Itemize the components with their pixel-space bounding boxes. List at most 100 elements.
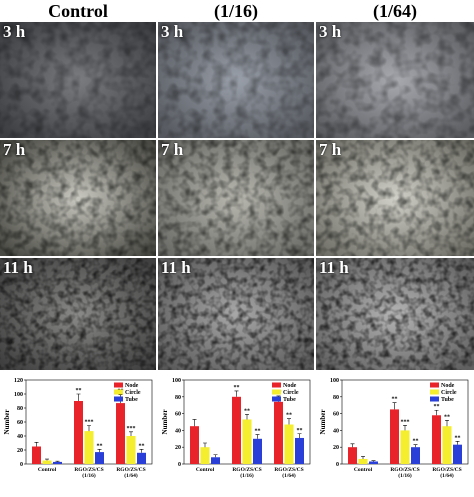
error-bar: [139, 449, 144, 453]
bar: [284, 424, 294, 464]
legend-swatch: [114, 396, 123, 402]
legend-label: Tube: [125, 397, 138, 403]
row-label: 3 h: [3, 22, 26, 41]
y-axis-label: Number: [319, 410, 327, 435]
error-bar: [192, 419, 197, 427]
legend-swatch: [430, 396, 439, 402]
y-tick-label: 100: [172, 378, 181, 384]
error-bar: [45, 458, 49, 461]
micrograph: [0, 22, 156, 138]
bar: [42, 460, 52, 464]
legend-label: Node: [283, 383, 297, 389]
texture: [0, 258, 156, 370]
texture: [158, 22, 314, 138]
y-tick-label: 20: [175, 445, 181, 451]
error-bar: [97, 449, 102, 453]
x-tick-label: RGO/ZS/CS (1/64): [432, 467, 462, 479]
error-bar: [297, 433, 302, 438]
bar: [369, 461, 378, 464]
legend-swatch: [430, 382, 439, 388]
micrograph: [0, 258, 156, 370]
x-tick-label: RGO/ZS/CS (1/16): [74, 467, 104, 479]
error-bar: [34, 442, 39, 447]
error-bar: [350, 443, 355, 448]
chart-svg: 020406080100Number************NodeCircle…: [161, 378, 311, 468]
texture: [158, 258, 314, 370]
error-bar: [371, 460, 376, 462]
y-tick-label: 120: [14, 378, 23, 384]
column-header: (1/64): [373, 1, 417, 21]
legend-swatch: [114, 382, 123, 388]
bar: [400, 430, 410, 464]
x-tick-label: RGO/ZS/CS (1/64): [274, 467, 304, 479]
bar: [411, 447, 420, 464]
row-label: 3 h: [161, 22, 184, 41]
error-bar: [129, 431, 133, 436]
y-tick-label: 80: [333, 395, 339, 401]
x-tick-label: RGO/ZS/CS (1/16): [232, 467, 262, 479]
texture: [316, 258, 474, 370]
texture: [0, 140, 156, 256]
x-tick-label: RGO/ZS/CS (1/16): [390, 467, 420, 479]
bar: [126, 436, 136, 464]
chart: 020406080100Number************NodeCircle…: [158, 372, 313, 497]
bar: [432, 415, 441, 464]
significance: **: [286, 413, 292, 419]
legend-swatch: [272, 389, 281, 395]
chart-svg: 020406080100120Number**************NodeC…: [3, 378, 153, 468]
micrograph: [158, 22, 314, 138]
micrograph: [316, 22, 474, 138]
error-bar: [413, 444, 418, 448]
micrograph: [158, 140, 314, 256]
error-bar: [203, 442, 207, 448]
row-label: 7 h: [3, 140, 26, 159]
bar: [84, 431, 94, 464]
micrograph: [316, 258, 474, 370]
y-tick-label: 20: [17, 448, 23, 454]
significance: **: [455, 435, 461, 441]
bar: [116, 403, 125, 464]
y-axis-label: Number: [161, 410, 169, 435]
bar: [211, 457, 220, 464]
legend-label: Node: [441, 383, 455, 389]
significance: ***: [85, 420, 94, 426]
legend-label: Circle: [125, 390, 141, 396]
y-tick-label: 40: [17, 434, 23, 440]
bar: [453, 444, 462, 464]
row-label: 7 h: [161, 140, 184, 159]
x-tick-label: Control: [37, 467, 57, 473]
texture: [158, 140, 314, 256]
chart: 020406080100120Number**************NodeC…: [0, 372, 155, 497]
bar: [74, 401, 83, 464]
error-bar: [403, 425, 407, 431]
bar: [137, 452, 146, 464]
micrograph: [316, 140, 474, 256]
error-bar: [434, 409, 439, 416]
micrograph: [158, 258, 314, 370]
significance: **: [139, 443, 145, 449]
bar: [32, 446, 41, 464]
error-bar: [234, 390, 239, 397]
bar: [242, 419, 252, 464]
bar: [95, 452, 104, 464]
texture: [316, 140, 474, 256]
x-tick-label: Control: [353, 467, 373, 473]
y-tick-label: 40: [333, 428, 339, 434]
x-tick-label: RGO/ZS/CS (1/64): [116, 467, 146, 479]
significance: **: [413, 439, 419, 445]
error-bar: [87, 425, 91, 432]
error-bar: [445, 420, 449, 427]
bar: [442, 426, 452, 464]
legend-label: Tube: [283, 397, 296, 403]
y-tick-label: 60: [333, 412, 339, 418]
y-tick-label: 100: [330, 378, 339, 384]
row-label: 11 h: [319, 258, 349, 277]
significance: **: [434, 404, 440, 410]
column-header: (1/16): [214, 1, 258, 21]
legend-swatch: [430, 389, 439, 395]
legend-label: Node: [125, 383, 139, 389]
micrograph: [0, 140, 156, 256]
significance: **: [444, 414, 450, 420]
bar: [232, 396, 241, 464]
row-label: 7 h: [319, 140, 342, 159]
